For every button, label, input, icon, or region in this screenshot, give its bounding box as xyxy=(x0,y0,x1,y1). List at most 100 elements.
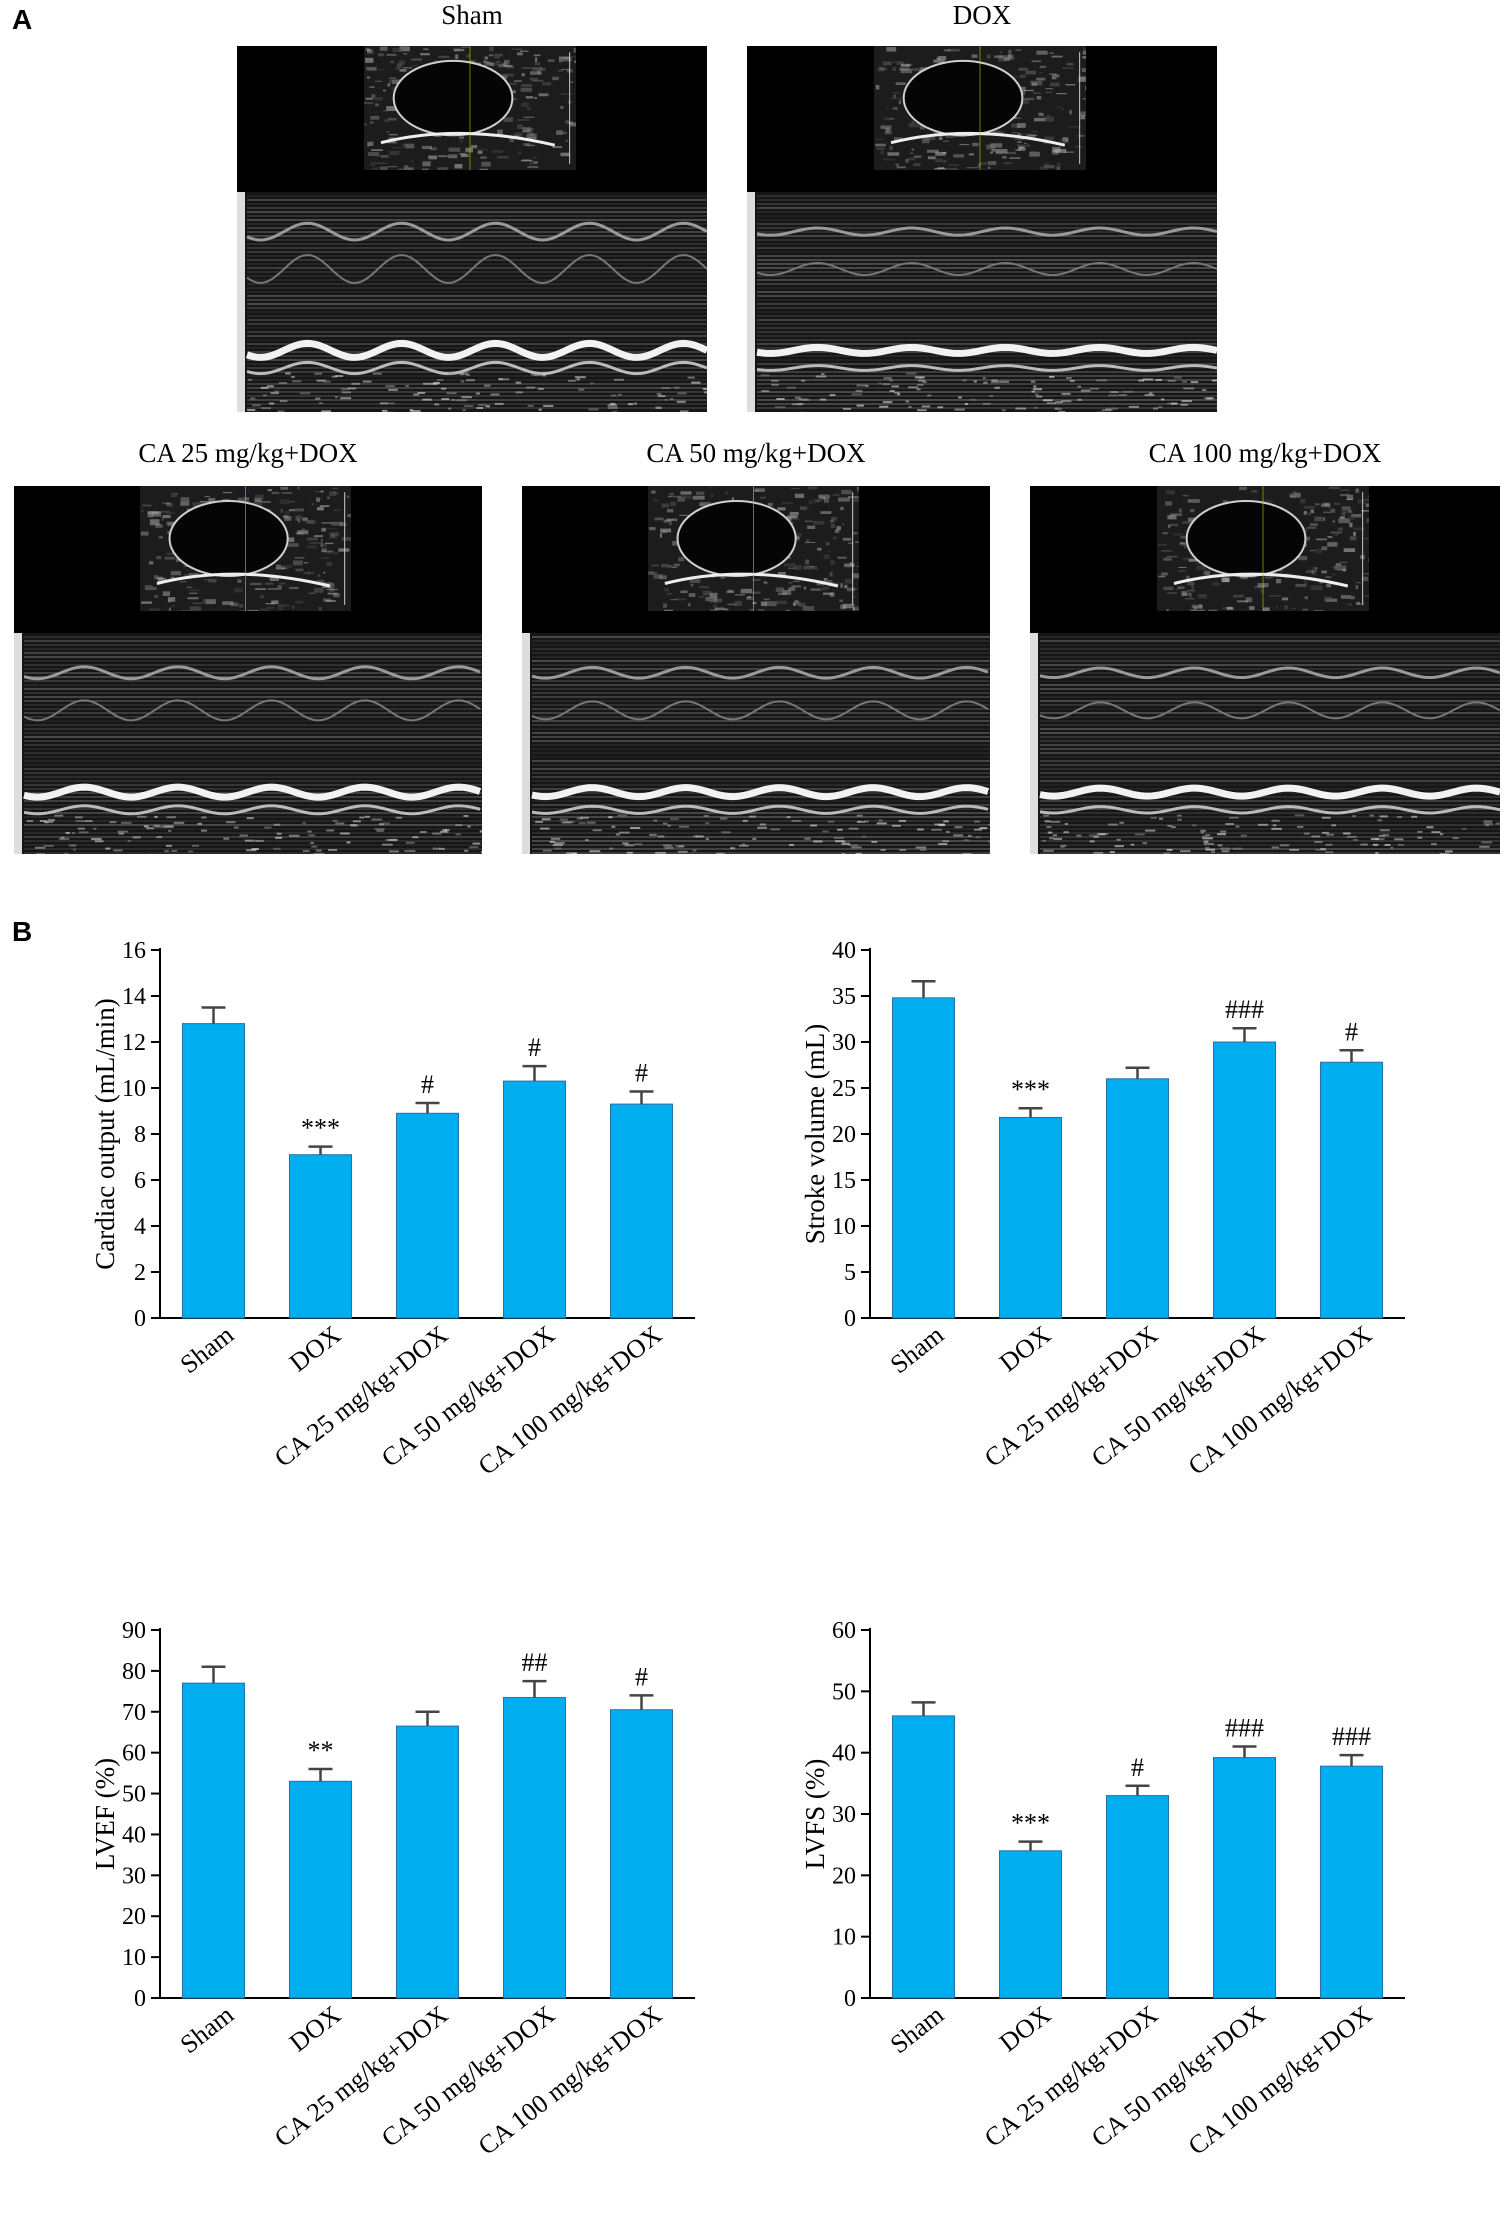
echo-title-sham: Sham xyxy=(441,0,503,30)
y-tick-label: 30 xyxy=(832,1030,856,1056)
bar xyxy=(288,1780,353,1999)
bmode-view xyxy=(364,46,576,170)
x-tick-label: CA 50 mg/kg+DOX xyxy=(1086,1320,1270,1473)
bar xyxy=(1212,1757,1277,1999)
y-tick-label: 50 xyxy=(832,1679,856,1705)
y-tick-label: 80 xyxy=(122,1659,146,1685)
significance-label: ### xyxy=(1225,1714,1264,1743)
significance-label: *** xyxy=(301,1114,340,1143)
y-tick-label: 15 xyxy=(832,1168,856,1194)
bar xyxy=(1319,1765,1384,1999)
bar xyxy=(998,1850,1063,1999)
chart-cardiac-output: Cardiac output (mL/min) 0 2 4 6 8 10 12 14 16 Sham… xyxy=(90,938,695,1481)
bar xyxy=(1212,1041,1277,1319)
significance-label: # xyxy=(1345,1017,1358,1046)
y-tick-label: 14 xyxy=(122,984,146,1010)
y-tick-label: 10 xyxy=(122,1076,146,1102)
bar xyxy=(1105,1078,1170,1319)
significance-label: ## xyxy=(522,1648,548,1677)
bar xyxy=(395,1112,460,1319)
mmode-view xyxy=(237,192,707,412)
x-tick-label: Sham xyxy=(885,1320,950,1379)
bar xyxy=(502,1696,567,1999)
y-axis-label: LVEF (%) xyxy=(90,1758,120,1870)
y-tick-label: 6 xyxy=(134,1168,146,1194)
y-tick-label: 20 xyxy=(832,1122,856,1148)
panel-label-b: B xyxy=(12,916,33,947)
x-tick-label: CA 25 mg/kg+DOX xyxy=(979,1320,1163,1473)
y-tick-label: 40 xyxy=(832,1741,856,1767)
y-tick-label: 0 xyxy=(134,1986,146,2012)
x-tick-label: CA 50 mg/kg+DOX xyxy=(376,1320,560,1473)
panel-label-a: A xyxy=(12,4,33,35)
mmode-view xyxy=(1030,633,1500,854)
significance-label: ** xyxy=(308,1736,334,1765)
y-tick-label: 2 xyxy=(134,1260,146,1286)
y-tick-label: 35 xyxy=(832,984,856,1010)
bar xyxy=(609,1709,674,1999)
bar xyxy=(891,997,956,1319)
bar xyxy=(998,1116,1063,1319)
significance-label: *** xyxy=(1011,1809,1050,1838)
y-tick-label: 70 xyxy=(122,1700,146,1726)
y-tick-label: 10 xyxy=(832,1214,856,1240)
echo-image-ca25 xyxy=(14,486,482,854)
significance-label: # xyxy=(1131,1753,1144,1782)
chart-stroke-volume: Stroke volume (mL) 0 5 10 15 20 25 30 35 40 Sham **… xyxy=(800,938,1405,1481)
x-tick-label: DOX xyxy=(994,1320,1056,1378)
y-tick-label: 50 xyxy=(122,1782,146,1808)
x-tick-label: Sham xyxy=(175,1320,240,1379)
y-tick-label: 10 xyxy=(832,1925,856,1951)
y-tick-label: 90 xyxy=(122,1618,146,1644)
y-tick-label: 5 xyxy=(844,1260,856,1286)
echo-title-ca50: CA 50 mg/kg+DOX xyxy=(646,438,866,468)
echo-image-ca50 xyxy=(522,486,990,854)
x-tick-label: Sham xyxy=(885,2000,950,2059)
bar xyxy=(1319,1061,1384,1319)
x-tick-label: DOX xyxy=(284,2000,346,2058)
significance-label: # xyxy=(528,1033,541,1062)
y-tick-label: 4 xyxy=(134,1214,146,1240)
y-tick-label: 12 xyxy=(122,1030,146,1056)
y-tick-label: 8 xyxy=(134,1122,146,1148)
echo-image-dox xyxy=(747,46,1217,412)
significance-label: ### xyxy=(1225,995,1264,1024)
x-tick-label: CA 100 mg/kg+DOX xyxy=(473,2000,668,2161)
x-tick-label: DOX xyxy=(284,1320,346,1378)
x-tick-label: CA 25 mg/kg+DOX xyxy=(269,1320,453,1473)
significance-label: # xyxy=(635,1662,648,1691)
bar xyxy=(1105,1795,1170,1999)
x-tick-label: CA 25 mg/kg+DOX xyxy=(269,2000,453,2153)
y-tick-label: 0 xyxy=(844,1306,856,1332)
bmode-view xyxy=(648,486,859,611)
significance-label: # xyxy=(421,1070,434,1099)
x-tick-label: CA 100 mg/kg+DOX xyxy=(473,1320,668,1481)
bar xyxy=(502,1080,567,1319)
significance-label: ### xyxy=(1332,1722,1371,1751)
y-tick-label: 30 xyxy=(832,1802,856,1828)
y-axis-label: Cardiac output (mL/min) xyxy=(90,998,120,1269)
chart-lvfs: LVFS (%) 0 10 20 30 40 50 60 Sham *** DOX # CA 25 mg… xyxy=(800,1618,1405,2161)
y-tick-label: 20 xyxy=(832,1863,856,1889)
bar xyxy=(288,1154,353,1319)
bmode-view xyxy=(874,46,1086,170)
y-tick-label: 0 xyxy=(134,1306,146,1332)
echo-title-ca25: CA 25 mg/kg+DOX xyxy=(138,438,358,468)
bar xyxy=(891,1715,956,1999)
mmode-view xyxy=(747,192,1217,412)
echo-image-sham xyxy=(237,46,707,412)
mmode-view xyxy=(14,633,482,854)
x-tick-label: DOX xyxy=(994,2000,1056,2058)
y-tick-label: 60 xyxy=(122,1741,146,1767)
echo-title-ca100: CA 100 mg/kg+DOX xyxy=(1148,438,1382,468)
y-tick-label: 16 xyxy=(122,938,146,964)
x-tick-label: CA 100 mg/kg+DOX xyxy=(1183,1320,1378,1481)
y-tick-label: 10 xyxy=(122,1945,146,1971)
echo-title-dox: DOX xyxy=(952,0,1012,30)
y-tick-label: 40 xyxy=(832,938,856,964)
y-axis-label: Stroke volume (mL) xyxy=(800,1024,830,1244)
y-tick-label: 0 xyxy=(844,1986,856,2012)
y-axis-label: LVFS (%) xyxy=(800,1759,830,1870)
x-tick-label: CA 50 mg/kg+DOX xyxy=(376,2000,560,2153)
